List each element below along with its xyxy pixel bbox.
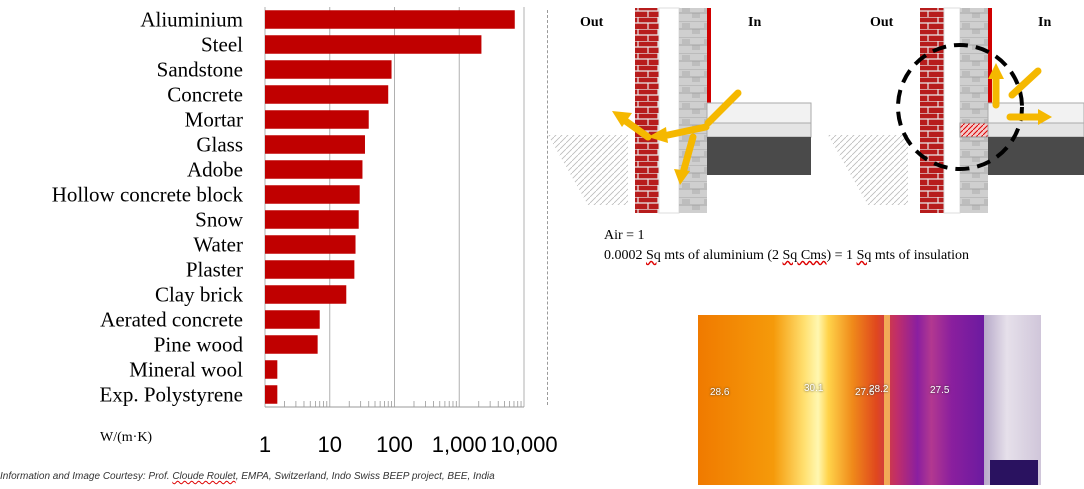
thermal-bridge-diagram: Out In (828, 7, 1084, 214)
category-label: Steel (201, 33, 243, 57)
brick-layer (635, 8, 659, 213)
bar (265, 85, 389, 104)
thermal-streak (884, 315, 890, 485)
bar (265, 35, 482, 54)
concrete-slab (707, 137, 811, 175)
x-tick-labels: 1 10 100 1,000 10,000 (259, 432, 558, 457)
category-label: Hollow concrete block (52, 183, 244, 207)
panel-divider (547, 10, 548, 405)
bar (265, 160, 363, 179)
bar (265, 335, 318, 354)
category-label: Plaster (186, 258, 243, 282)
category-labels: AliuminiumSteelSandstoneConcreteMortarGl… (52, 8, 244, 407)
bar (265, 110, 369, 129)
aluminium-equation: 0.0002 Sq mts of aluminium (2 Sq Cms) = … (604, 248, 969, 263)
in-label: In (1038, 15, 1051, 30)
ground-fill (548, 135, 628, 205)
category-label: Mortar (185, 108, 243, 132)
heat-arrows (612, 89, 742, 185)
cavity-layer (943, 7, 961, 214)
out-label: Out (870, 15, 894, 30)
brick-layer (920, 8, 944, 213)
ground-fill (828, 135, 908, 205)
tick-label: 10 (318, 432, 342, 457)
category-label: Adobe (187, 158, 243, 182)
category-label: Concrete (167, 83, 243, 107)
interior-finish (988, 8, 992, 103)
thermal-bridge-circle (896, 43, 1024, 171)
category-label: Clay brick (155, 283, 244, 307)
bar (265, 360, 278, 379)
wall-heat-flow-diagram: Out In (548, 7, 812, 214)
chart-bars (265, 10, 515, 404)
temp-reading: 30.1 (804, 383, 824, 394)
bar (265, 60, 392, 79)
bar (265, 210, 359, 229)
category-label: Exp. Polystyrene (100, 383, 243, 407)
bar (265, 10, 515, 29)
temp-reading: 27.5 (930, 385, 950, 396)
floor-screed (987, 122, 1084, 138)
bar (265, 285, 347, 304)
category-label: Aliuminium (140, 8, 243, 32)
tick-label: 1,000 (432, 432, 487, 457)
category-label: Aerated concrete (100, 308, 243, 332)
bar (265, 310, 320, 329)
thermal-dark-block (990, 460, 1038, 485)
thermal-bridge-element (959, 122, 989, 138)
bar (265, 385, 278, 404)
block-layer (679, 8, 707, 213)
temp-reading: 27.6 (855, 387, 875, 398)
category-label: Pine wood (154, 333, 244, 357)
thermal-cold-edge (984, 315, 1041, 485)
tick-label: 1 (259, 432, 271, 457)
x-axis-label: W/(m·K) (100, 430, 153, 445)
concrete-slab (988, 137, 1084, 175)
thermal-gradient (698, 315, 1041, 485)
in-label: In (748, 15, 761, 30)
category-label: Water (193, 233, 243, 257)
air-equation: Air = 1 (604, 228, 645, 243)
heat-arrows (988, 63, 1052, 125)
category-label: Glass (196, 133, 243, 157)
out-label: Out (580, 15, 604, 30)
cavity-layer (658, 7, 680, 214)
bar (265, 235, 356, 254)
block-layer (960, 8, 988, 213)
bar (265, 135, 365, 154)
floor-screed (706, 122, 812, 138)
bar (265, 185, 360, 204)
image-credit: Information and Image Courtesy: Prof. Cl… (0, 471, 495, 482)
tick-label: 100 (376, 432, 413, 457)
temp-reading: 28.2 (869, 384, 889, 395)
category-label: Mineral wool (129, 358, 243, 382)
interior-finish (707, 8, 711, 103)
tick-label: 10,000 (490, 432, 557, 457)
temp-reading: 28.6 (710, 387, 730, 398)
thermal-image: 28.6 30.1 27.6 28.2 27.5 (698, 315, 1041, 485)
conductivity-bar-chart: AliuminiumSteelSandstoneConcreteMortarGl… (52, 7, 558, 457)
category-label: Snow (195, 208, 244, 232)
category-label: Sandstone (157, 58, 243, 82)
bar (265, 260, 355, 279)
